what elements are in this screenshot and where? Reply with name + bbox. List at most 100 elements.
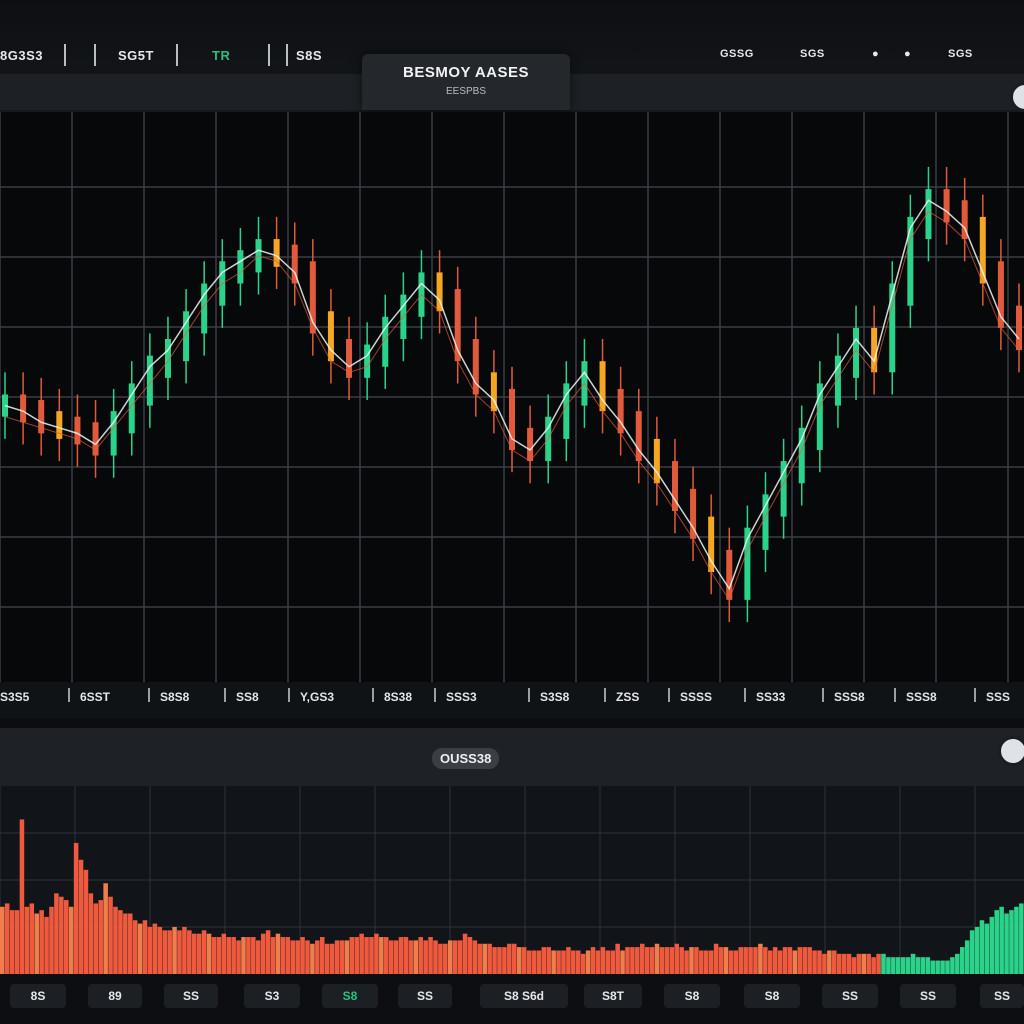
volume-bar xyxy=(433,940,438,974)
volume-bar xyxy=(738,947,743,974)
volume-bar xyxy=(443,943,448,974)
volume-bar xyxy=(546,947,551,974)
volume-bar xyxy=(354,937,359,974)
candle-body xyxy=(309,261,316,334)
candle-body xyxy=(201,283,208,334)
x-axis-label: S8S8 xyxy=(160,690,190,704)
volume-bar xyxy=(379,937,384,974)
volume-bar xyxy=(83,869,89,974)
candle-body xyxy=(943,189,950,223)
volume-bar xyxy=(595,950,601,974)
bottom-timeframe-button[interactable]: S8T xyxy=(584,984,642,1008)
volume-bar xyxy=(226,937,231,974)
volume-bar xyxy=(0,906,5,974)
top-item-0[interactable]: 8G3S3 xyxy=(0,48,43,63)
candle-body xyxy=(925,189,932,240)
volume-bar xyxy=(999,906,1004,974)
bottom-timeframe-button[interactable]: 89 xyxy=(88,984,142,1008)
volume-bar xyxy=(708,950,714,974)
bottom-timeframe-button[interactable]: SS xyxy=(822,984,878,1008)
volume-bar xyxy=(448,940,453,974)
bottom-timeframe-button[interactable]: S8 xyxy=(322,984,378,1008)
chart-title: BESMOY AASES xyxy=(402,64,530,81)
volume-bar xyxy=(137,923,143,974)
volume-bar xyxy=(290,940,295,974)
volume-bar xyxy=(324,943,330,974)
bottom-timeframe-button[interactable]: 8S xyxy=(10,984,66,1008)
volume-bar xyxy=(896,957,901,974)
chart-title-tab[interactable]: BESMOY AASES EESPBS xyxy=(362,54,570,110)
volume-bar xyxy=(398,937,404,974)
volume-bar xyxy=(147,926,153,974)
volume-bar xyxy=(482,943,487,974)
top-right-item-1[interactable]: SGS xyxy=(800,48,825,60)
volume-bar xyxy=(743,947,748,974)
bottom-timeframe-button[interactable]: S8 S6d xyxy=(480,984,568,1008)
bottom-timeframe-button[interactable]: S8 xyxy=(744,984,800,1008)
volume-bar xyxy=(192,933,197,974)
bottom-timeframe-button[interactable]: SS xyxy=(398,984,452,1008)
volume-bar xyxy=(142,920,148,974)
volume-bar xyxy=(763,947,768,974)
volume-bar xyxy=(950,957,955,974)
volume-bar xyxy=(418,937,423,974)
volume-bar xyxy=(172,926,177,974)
top-right-item-0[interactable]: GSSG xyxy=(720,48,754,60)
volume-bar xyxy=(969,930,975,974)
candle-body xyxy=(327,311,334,362)
x-axis-label: 6SST xyxy=(80,690,111,704)
volume-bar xyxy=(1004,913,1009,974)
volume-bar xyxy=(221,933,227,974)
volume-bar xyxy=(49,906,54,974)
volume-bar xyxy=(920,957,926,974)
volume-bar xyxy=(59,896,64,974)
bottom-timeframe-button[interactable]: S8 xyxy=(664,984,720,1008)
volume-bar xyxy=(152,923,158,974)
volume-bar xyxy=(187,930,192,974)
volume-bar xyxy=(39,910,44,974)
x-axis-labels: S3S5 6SST S8S8 SS8 Y,GS3 8S38 SSS3 S3S8 ZSS SSSS S… xyxy=(0,682,1024,718)
top-right-item-4[interactable]: SGS xyxy=(948,48,973,60)
volume-toggle[interactable] xyxy=(998,736,1024,766)
top-separator xyxy=(176,44,178,66)
candle-body xyxy=(346,339,353,378)
volume-bar xyxy=(14,910,20,974)
volume-bar xyxy=(605,950,611,974)
top-item-2[interactable]: TR xyxy=(212,48,231,63)
candle-body xyxy=(853,327,860,378)
volume-bar xyxy=(526,950,532,974)
volume-bar xyxy=(236,940,241,974)
volume-bar xyxy=(44,916,49,974)
bottom-timeframe-button[interactable]: SS xyxy=(164,984,218,1008)
volume-bar xyxy=(369,937,374,974)
candle-body xyxy=(74,416,81,445)
volume-bar xyxy=(630,947,635,974)
candle-body xyxy=(38,400,45,434)
candle-body xyxy=(816,383,823,450)
volume-bar xyxy=(251,937,256,974)
volume-bar xyxy=(891,957,896,974)
volume-bar xyxy=(866,953,871,974)
volume-bar xyxy=(792,950,798,974)
volume-bar xyxy=(704,950,709,974)
top-right-item-3[interactable]: ● xyxy=(904,48,912,60)
top-item-3[interactable]: S8S xyxy=(296,48,323,63)
candle-body xyxy=(635,411,642,462)
candle-body xyxy=(237,250,244,284)
volume-bar xyxy=(674,943,679,974)
bottom-timeframe-button[interactable]: SS xyxy=(980,984,1024,1008)
volume-bar xyxy=(265,930,271,974)
price-series-line xyxy=(4,210,1020,601)
volume-bar xyxy=(275,933,281,974)
volume-bar xyxy=(300,937,305,974)
volume-bar xyxy=(462,933,468,974)
candle-body xyxy=(436,272,443,312)
bottom-timeframe-button[interactable]: S3 xyxy=(244,984,300,1008)
top-right-item-2[interactable]: ● xyxy=(872,48,880,60)
bottom-timeframe-button[interactable]: SS xyxy=(900,984,956,1008)
candle-body xyxy=(92,422,99,456)
volume-bar xyxy=(132,920,138,974)
volume-bar xyxy=(699,950,704,974)
top-item-1[interactable]: SG5T xyxy=(118,48,154,63)
x-axis-label: S3S8 xyxy=(540,690,570,704)
